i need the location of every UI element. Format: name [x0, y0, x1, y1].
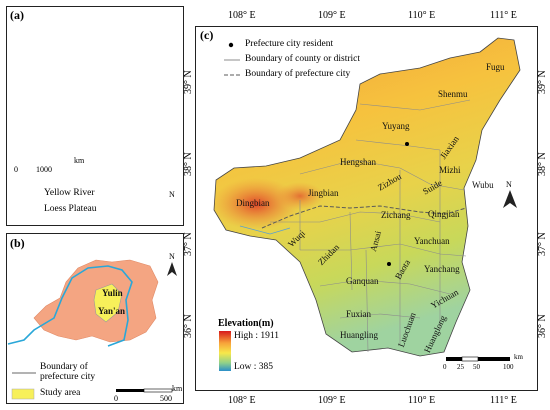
scale-b-unit: km: [172, 384, 183, 393]
lat-tick-left-38: 38° N: [183, 152, 194, 176]
legend-county-boundary: Boundary of county or district: [245, 54, 361, 64]
lat-tick-right-36: 36° N: [537, 314, 548, 338]
elevation-high: High : 1911: [234, 331, 280, 341]
county-yuyang: Yuyang: [382, 121, 410, 131]
county-mizhi: Mizhi: [439, 165, 461, 175]
lat-tick-right-38: 38° N: [537, 152, 548, 176]
county-hengshan: Hengshan: [340, 157, 376, 167]
lon-tick-bottom-111: 111° E: [490, 395, 517, 406]
panel-b: [6, 233, 184, 404]
lon-tick-bottom-108: 108° E: [228, 395, 256, 406]
yellow-river-b: [7, 265, 133, 347]
north-b-label: N: [169, 252, 175, 261]
lat-tick-left-37: 37° N: [183, 232, 194, 256]
baota-city-dot: [387, 262, 391, 266]
legend-prefecture-boundary-c: Boundary of prefecture city: [245, 69, 351, 79]
lat-tick-left-39: 39° N: [183, 70, 194, 94]
yuyang-city-dot: [405, 142, 409, 146]
county-fuxian: Fuxian: [346, 309, 372, 319]
panel-a: [6, 6, 184, 226]
elevation-low: Low : 385: [234, 362, 274, 372]
county-fugu: Fugu: [486, 62, 505, 72]
scale-c-unit: km: [514, 353, 523, 361]
lon-tick-top-109: 109° E: [318, 10, 346, 21]
panel-c-label: (c): [200, 28, 214, 42]
study-area-map: [212, 37, 521, 357]
county-yanchang: Yanchang: [424, 264, 460, 274]
label-yanan: Yan'an: [98, 306, 126, 316]
scale-a-unit: km: [74, 156, 85, 165]
panel-c: [195, 26, 538, 391]
county-jingbian: Jingbian: [308, 188, 339, 198]
label-yulin: Yulin: [102, 288, 123, 298]
lat-tick-left-36: 36° N: [183, 314, 194, 338]
legend-dot-symbol: [228, 42, 234, 48]
lon-tick-bottom-109: 109° E: [318, 395, 346, 406]
county-dingbian: Dingbian: [236, 198, 270, 208]
county-yanchuan: Yanchuan: [414, 236, 450, 246]
panel-a-label: (a): [10, 8, 24, 22]
north-c-label: N: [506, 180, 512, 189]
lon-tick-top-111: 111° E: [490, 10, 517, 21]
scale-c-25: 25: [457, 363, 464, 371]
scale-c-50: 50: [473, 363, 480, 371]
legend-study-area: Study area: [40, 388, 81, 398]
elevation-title: Elevation(m): [218, 318, 274, 329]
study-area-shape: [93, 283, 123, 323]
legend-city-resident: Prefecture city resident: [245, 39, 334, 49]
county-shenmu: Shenmu: [438, 89, 468, 99]
panel-b-label: (b): [10, 236, 25, 250]
county-zichang: Zichang: [381, 210, 411, 220]
scale-a-start: 0: [14, 165, 18, 174]
scale-a-end: 1000: [36, 165, 52, 174]
lat-tick-right-37: 37° N: [537, 232, 548, 256]
scale-bar-c: [446, 356, 510, 362]
county-wubu: Wubu: [472, 180, 494, 190]
elevation-colorbar: [219, 331, 231, 371]
north-arrow-b-icon: [167, 262, 177, 276]
legend-yellow-river: Yellow River: [44, 188, 95, 198]
county-ganquan: Ganquan: [346, 276, 379, 286]
lon-tick-top-108: 108° E: [228, 10, 256, 21]
lon-tick-bottom-110: 110° E: [408, 395, 436, 406]
scale-bar-b: [116, 388, 173, 393]
legend-prefecture-boundary: Boundary of prefecture city: [40, 362, 96, 382]
county-huangling: Huangling: [340, 330, 378, 340]
north-arrow-c-icon: [503, 190, 517, 208]
scale-c-100: 100: [503, 363, 514, 371]
scale-c-0: 0: [443, 363, 447, 371]
study-area-swatch: [11, 388, 35, 400]
scale-b-end: 500: [160, 394, 172, 403]
lon-tick-top-110: 110° E: [408, 10, 436, 21]
north-a-label: N: [169, 190, 175, 199]
loess-plateau-map: [7, 259, 159, 347]
county-qingjian: Qingjian: [428, 209, 460, 219]
legend-loess-plateau: Loess Plateau: [44, 204, 97, 214]
lat-tick-right-39: 39° N: [537, 70, 548, 94]
scale-b-start: 0: [114, 394, 118, 403]
